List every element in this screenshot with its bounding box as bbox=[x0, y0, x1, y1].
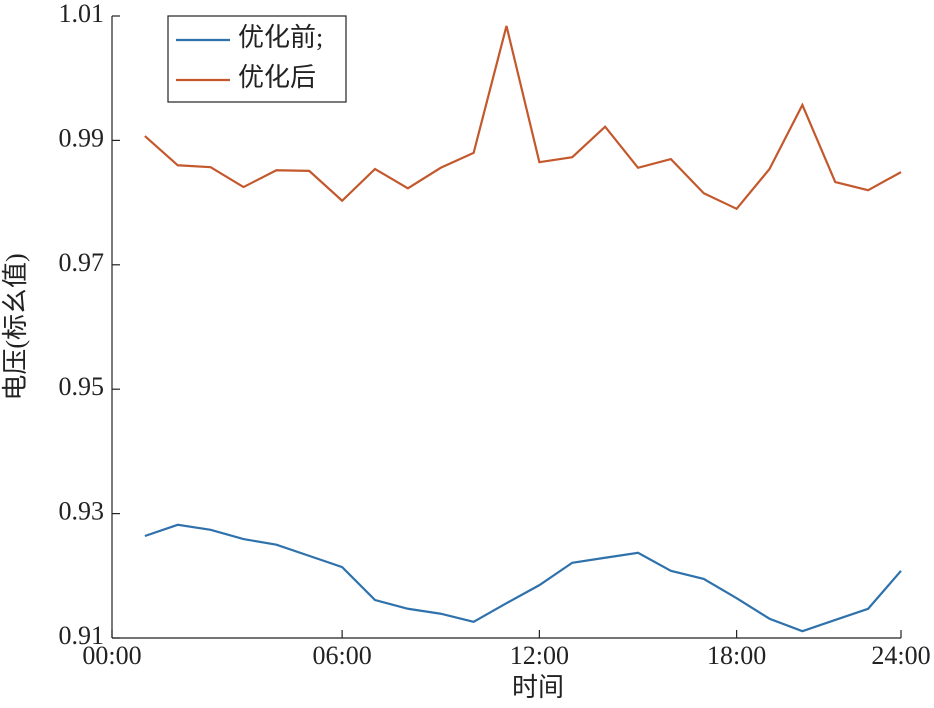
legend-box bbox=[167, 15, 347, 103]
y-tick-label: 0.95 bbox=[59, 372, 105, 401]
line-series bbox=[144, 523, 902, 633]
x-tick-label: 06:00 bbox=[313, 641, 372, 670]
legend-label: 优化前; bbox=[238, 23, 323, 52]
legend: 优化前; 优化后 bbox=[167, 15, 347, 103]
x-tick-label: 00:00 bbox=[82, 641, 141, 670]
x-tick-label: 18:00 bbox=[707, 641, 766, 670]
y-tick-label: 1.01 bbox=[59, 0, 105, 28]
y-tick-label: 0.99 bbox=[59, 123, 105, 152]
line-series bbox=[144, 25, 902, 211]
y-axis-label: 电压(标幺值) bbox=[1, 253, 30, 400]
legend-label: 优化后 bbox=[238, 63, 316, 92]
x-tick-label: 12:00 bbox=[510, 641, 569, 670]
y-tick-label: 0.97 bbox=[59, 248, 105, 277]
x-axis-label: 时间 bbox=[512, 673, 564, 702]
y-tick-label: 0.91 bbox=[59, 621, 105, 650]
x-tick-label: 24:00 bbox=[871, 641, 930, 670]
y-tick-label: 0.93 bbox=[59, 497, 105, 526]
